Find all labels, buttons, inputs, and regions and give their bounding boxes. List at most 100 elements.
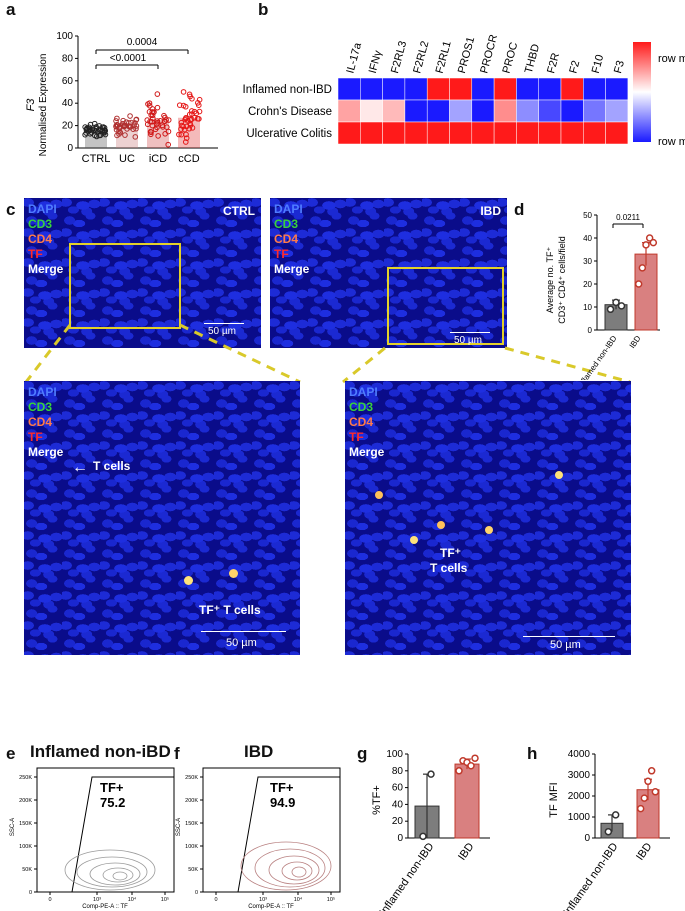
panel-a-point (152, 126, 159, 133)
flow-ytick-label: 100K (185, 844, 198, 850)
heatmap-cell (538, 121, 562, 145)
flow-ytick-label: 50K (22, 867, 32, 873)
panel-a-point (154, 91, 161, 97)
heatmap-cell (605, 77, 629, 101)
panel-a-point (196, 116, 202, 122)
panel-g-ylabel: %TF+ (371, 785, 383, 815)
panel-h-point (647, 767, 656, 775)
flow-ytick-label: 250K (19, 775, 32, 781)
panel-h-cat-1: IBD (634, 841, 654, 863)
flow-xtick-label: 10⁴ (128, 896, 137, 903)
panel-a-point (183, 131, 189, 138)
panel-d-cat-1: IBD (628, 334, 643, 350)
panel-f-flow-plot: SSC-A 250K 200K 150K 100K 50K 0 0 10³ 10⁴ 10⁵ TF… (176, 767, 341, 910)
panel-a-ytick-label: 100 (56, 31, 73, 42)
tf-cell-marker (410, 536, 418, 544)
heatmap-cell (360, 77, 383, 101)
tf-cell-marker (437, 521, 445, 529)
panel-g-point (419, 832, 427, 841)
heatmap-cell (426, 77, 450, 101)
heatmap-col-label: F3 (612, 59, 627, 75)
heatmap-col-label: IL-17a (344, 41, 364, 75)
panel-a-point (83, 127, 90, 133)
panel-h-point (611, 811, 620, 819)
panel-a-ytick-label: 0 (67, 143, 73, 154)
panel-g-ytick-label: 0 (397, 833, 403, 844)
panel-d-cat-0: Inflamed non-IBD (576, 334, 619, 380)
arrow-icon: ← (72, 459, 88, 476)
panel-d-ylabel1: Average no. TF⁺ (545, 247, 555, 314)
gate-label: TF+ (100, 780, 124, 795)
heatmap-col-label: F2 (567, 59, 582, 75)
channel-cd4: CD4 (349, 415, 374, 429)
flow-ytick-label: 150K (19, 821, 32, 827)
flow-ytick-label: 150K (185, 821, 198, 827)
panel-a-point (133, 123, 140, 129)
panel-a-gene-label: F3 (25, 98, 37, 112)
channel-legend: DAPI CD3 CD4 TF Merge (28, 202, 63, 277)
heatmap-cell (583, 77, 606, 101)
panel-g-ytick-label: 20 (392, 816, 404, 827)
panel-f-ylabel: SSC-A (176, 818, 182, 836)
channel-dapi: DAPI (28, 202, 57, 216)
tf-cell-marker (485, 526, 493, 534)
panel-label-a: a (6, 0, 16, 19)
channel-legend: DAPI CD3 CD4 TF Merge (28, 385, 63, 460)
panel-a-ytick-label: 60 (62, 76, 74, 87)
heatmap-row-label: Inflamed non-IBD (243, 84, 333, 96)
annotation-tf-t-cells: TF⁺ T cells (199, 603, 261, 617)
panel-a-point (153, 121, 160, 127)
heatmap-cell (538, 99, 562, 123)
panel-label-b: b (258, 0, 269, 19)
heatmap-cell (516, 77, 539, 101)
tf-cell-marker (375, 491, 383, 499)
panel-a-point (195, 102, 202, 108)
heatmap-row-label: Ulcerative Colitis (246, 128, 332, 140)
annotation-t-cells: T cells (430, 561, 468, 575)
heatmap-col-label: F2RL3 (389, 40, 409, 75)
flow-xtick-label: 10⁵ (161, 896, 169, 903)
gate-value: 94.9 (270, 795, 295, 810)
heatmap-cell (337, 99, 361, 123)
zoom-connector-lines (24, 323, 631, 384)
flow-ytick-label: 200K (185, 798, 198, 804)
panel-a-point (189, 125, 196, 131)
heatmap-cell (560, 77, 584, 101)
flow-xtick-label: 10³ (93, 897, 101, 903)
panel-g-point (455, 767, 463, 775)
panel-a-sig1: <0.0001 (110, 53, 147, 64)
panel-h-ytick-label: 2000 (568, 791, 591, 802)
channel-merge: Merge (274, 262, 310, 276)
panel-a-point (182, 139, 189, 145)
heatmap-cell (426, 99, 450, 123)
flow-xtick-label: 0 (214, 897, 217, 903)
micrograph-ibd-zoom: DAPI CD3 CD4 TF Merge TF⁺ T cells 50 µm (345, 381, 631, 655)
panel-a-cat-0: CTRL (82, 153, 111, 165)
panel-label-c: c (6, 200, 16, 219)
panel-a-ylabel: Normalised Expression (38, 54, 49, 157)
panel-g-chart: %TF+ 0 20 40 60 80 100 Inflamed non-IBD IBD (371, 749, 490, 911)
flow-ytick-label: 50K (188, 867, 198, 873)
panel-a-point (133, 125, 139, 132)
panel-g-point (467, 762, 475, 770)
panel-d-pvalue: 0.0211 (616, 213, 640, 222)
heatmap-col-label: F10 (590, 53, 607, 74)
panel-a-point (120, 117, 126, 124)
panel-a-point (144, 117, 151, 123)
panel-a-point (180, 123, 186, 130)
heatmap-cell (516, 121, 539, 145)
heatmap-cell (337, 121, 361, 145)
channel-merge: Merge (28, 445, 64, 459)
panel-a-point (148, 131, 154, 138)
panel-a-point (155, 133, 161, 139)
panel-a-point (132, 134, 139, 140)
tf-cell-marker (229, 569, 238, 578)
panel-e-ylabel: SSC-A (10, 818, 16, 836)
panel-g-point (427, 770, 435, 778)
panel-h-ytick-label: 3000 (568, 770, 591, 781)
panel-a-point (100, 124, 107, 130)
heatmap-col-label: PROS1 (456, 36, 477, 75)
panel-a-point (116, 128, 122, 135)
panel-h-chart: TF MFI 0 1000 2000 3000 4000 Inflamed non-IB… (548, 749, 670, 911)
panel-e-xlabel: Comp-PE-A :: TF (82, 904, 128, 910)
